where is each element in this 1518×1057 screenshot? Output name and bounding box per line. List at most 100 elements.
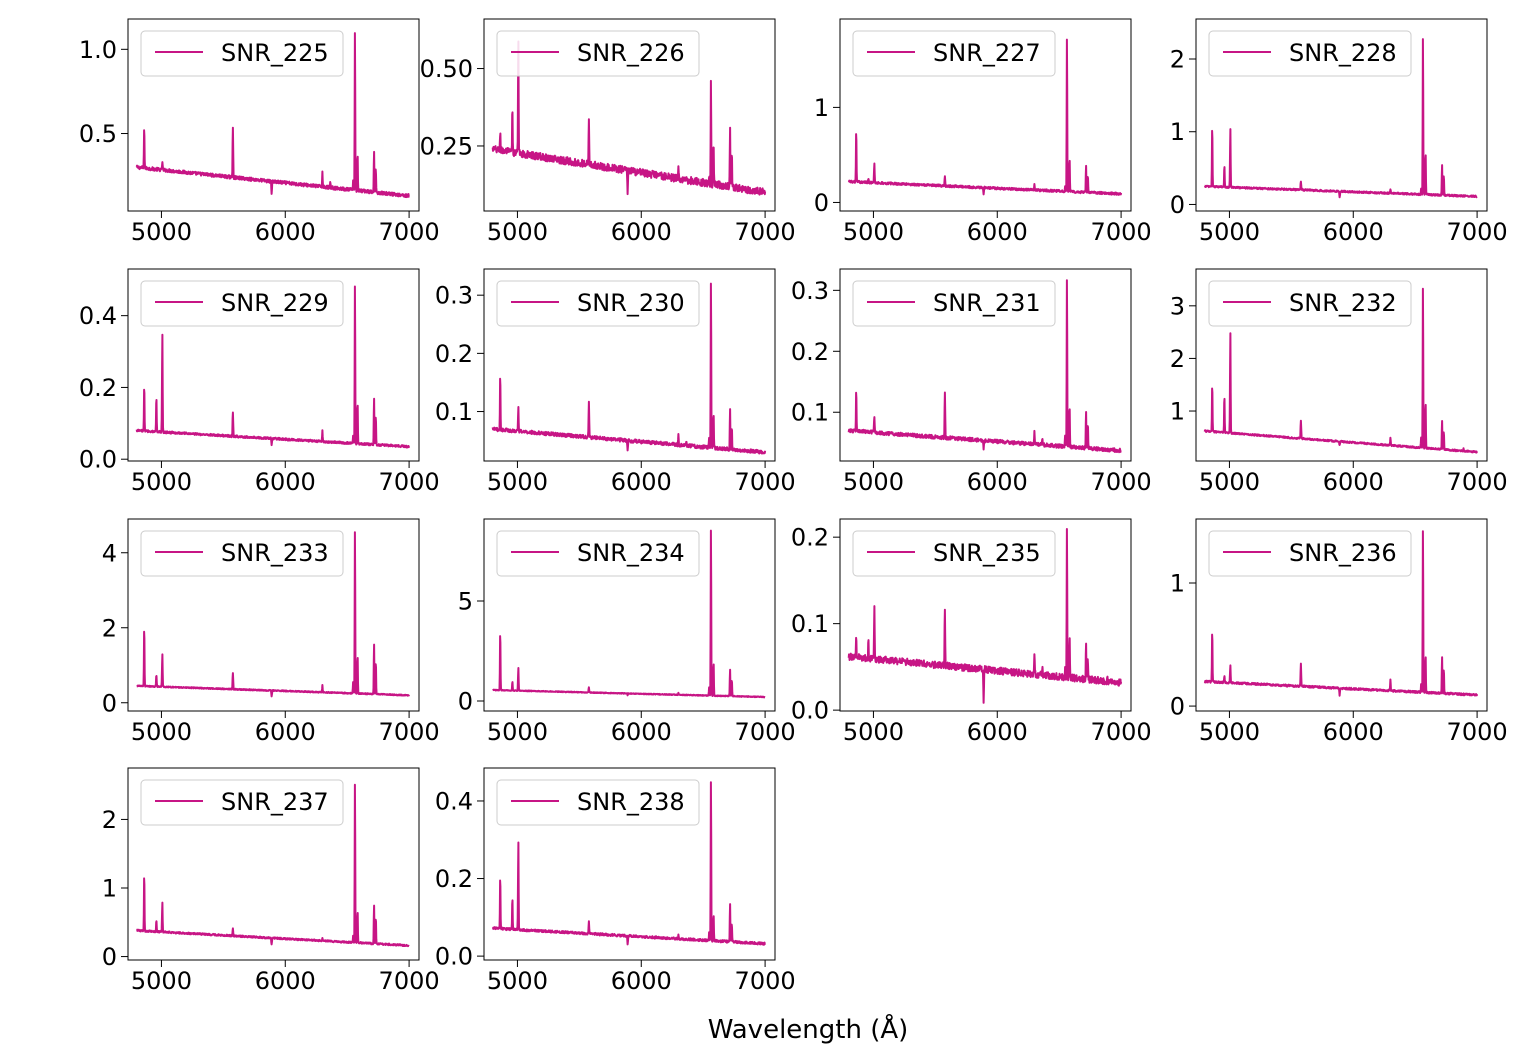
x-tick-label: 5000 [1199,468,1260,496]
x-tick-label: 6000 [611,468,672,496]
panel-snr_235: 5000 6000 7000 0.0 0.1 0.2 SNR_235 [791,518,1152,746]
spectrum-line [491,282,767,455]
axes-frame [127,268,420,462]
y-tick-label: 0 [458,688,473,716]
axes-frame [483,767,776,961]
y-tick-label: 0.2 [435,865,473,893]
legend: SNR_225 [140,30,344,77]
y-tick-label: 0.2 [791,338,829,366]
legend-box [496,779,700,826]
spectrum-line [492,529,766,699]
legend-box [496,280,700,327]
panel-snr_237: 5000 6000 7000 0 1 2 SNR_237 [102,767,440,995]
axes-frame [127,18,420,212]
legend: SNR_226 [496,30,700,77]
x-tick-label: 6000 [255,468,316,496]
axes-frame [127,518,420,712]
legend-box [496,30,700,77]
axes-frame [839,18,1132,212]
legend-label: SNR_236 [1289,539,1397,567]
x-tick-label: 6000 [611,967,672,995]
spectrum-line [1203,287,1478,454]
legend-label: SNR_234 [577,539,685,567]
y-tick-label: 0.0 [435,943,473,971]
legend: SNR_233 [140,530,344,577]
panel-snr_232: 5000 6000 7000 1 2 3 SNR_232 [1170,268,1508,496]
legend: SNR_232 [1208,280,1412,327]
y-tick-label: 0.0 [79,446,117,474]
x-tick-label: 5000 [487,218,548,246]
legend: SNR_229 [140,280,344,327]
x-tick-label: 7000 [735,718,796,746]
panel-snr_231: 5000 6000 7000 0.1 0.2 0.3 SNR_231 [791,268,1152,496]
legend-box [852,280,1056,327]
y-tick-label: 0.1 [435,398,473,426]
x-tick-label: 7000 [379,218,440,246]
legend-box [1208,530,1412,577]
figure-xlabel: Wavelength (Å) [708,1013,909,1045]
panel-snr_236: 5000 6000 7000 0 1 SNR_236 [1170,518,1508,746]
y-tick-label: 5 [458,588,473,616]
y-tick-label: 0.2 [791,524,829,552]
y-tick-label: 0.1 [791,610,829,638]
x-tick-label: 5000 [131,468,192,496]
x-tick-label: 7000 [1447,718,1508,746]
legend-box [852,530,1056,577]
spectrum-line [491,781,766,946]
x-tick-label: 5000 [131,967,192,995]
panel-snr_228: 5000 6000 7000 0 1 2 SNR_228 [1170,18,1508,246]
panel-snr_229: 5000 6000 7000 0.0 0.2 0.4 SNR_229 [79,268,440,496]
legend-box [140,530,344,577]
x-tick-label: 6000 [1323,218,1384,246]
x-tick-label: 6000 [255,967,316,995]
y-tick-label: 1 [1170,398,1185,426]
x-tick-label: 7000 [379,967,440,995]
x-tick-label: 7000 [379,468,440,496]
y-tick-label: 4 [102,539,117,567]
legend-box [1208,30,1412,77]
panel-snr_226: 5000 6000 7000 0.25 0.50 SNR_226 [420,18,796,246]
legend-label: SNR_235 [933,539,1041,567]
legend-box [140,779,344,826]
x-tick-label: 6000 [1323,468,1384,496]
y-tick-label: 0.3 [791,277,829,305]
y-tick-label: 0.5 [79,120,117,148]
y-tick-label: 1 [1170,570,1185,598]
x-tick-label: 5000 [1199,218,1260,246]
x-tick-label: 7000 [1447,468,1508,496]
x-tick-label: 5000 [843,718,904,746]
axes-frame [483,518,776,712]
panel-snr_225: 5000 6000 7000 0.5 1.0 SNR_225 [79,18,440,246]
x-tick-label: 5000 [487,967,548,995]
legend: SNR_236 [1208,530,1412,577]
x-tick-label: 7000 [735,218,796,246]
legend-label: SNR_229 [221,289,329,317]
panel-snr_238: 5000 6000 7000 0.0 0.2 0.4 SNR_238 [435,767,796,995]
spectrum-line [135,32,410,199]
y-tick-label: 1 [102,875,117,903]
legend-label: SNR_232 [1289,289,1397,317]
axes-frame [1195,268,1488,462]
y-tick-label: 0.2 [79,374,117,402]
x-tick-label: 6000 [611,218,672,246]
y-tick-label: 1.0 [79,36,117,64]
legend: SNR_237 [140,779,344,826]
legend-label: SNR_227 [933,39,1041,67]
spectrum-line [136,531,410,698]
y-tick-label: 0.4 [435,787,473,815]
x-tick-label: 6000 [1323,718,1384,746]
axes-frame [483,18,776,212]
y-tick-label: 2 [102,614,117,642]
spectrum-line [491,40,767,196]
x-tick-label: 5000 [131,218,192,246]
x-tick-label: 7000 [1091,468,1152,496]
x-tick-label: 7000 [1091,218,1152,246]
y-tick-label: 1 [1170,118,1185,146]
x-tick-label: 7000 [735,967,796,995]
x-tick-label: 7000 [379,718,440,746]
y-tick-label: 0 [1170,191,1185,219]
x-tick-label: 5000 [843,468,904,496]
panel-snr_234: 5000 6000 7000 0 5 SNR_234 [458,518,796,746]
legend-label: SNR_226 [577,39,685,67]
spectrum-line [847,279,1122,454]
